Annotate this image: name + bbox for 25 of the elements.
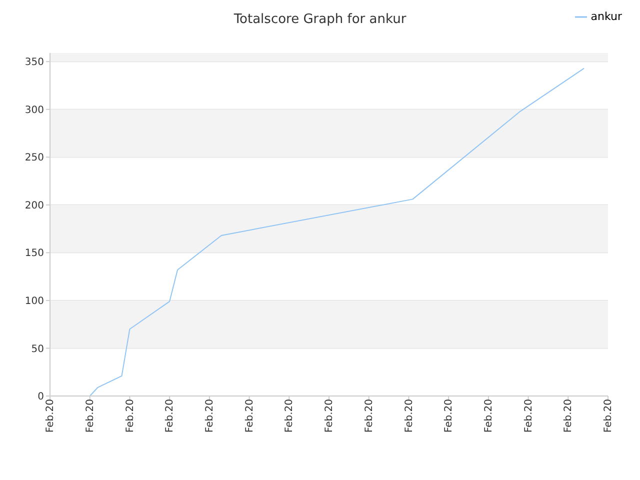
x-tick-label: Feb.20 bbox=[523, 399, 534, 433]
y-tick-label: 0 bbox=[38, 392, 44, 403]
y-tick-label: 300 bbox=[24, 104, 44, 116]
x-tick-label: Feb.20 bbox=[84, 399, 96, 433]
y-tick-label: 250 bbox=[24, 152, 44, 164]
y-tick-label: 200 bbox=[24, 200, 44, 212]
x-tick-label: Feb.20 bbox=[404, 399, 415, 433]
x-tick-label: Feb.20 bbox=[563, 399, 574, 433]
chart-title: Totalscore Graph for ankur bbox=[234, 12, 406, 27]
y-tick-label: 150 bbox=[24, 248, 44, 260]
x-tick-label: Feb.20 bbox=[284, 399, 296, 433]
x-tick-label: Feb.20 bbox=[603, 399, 614, 433]
x-tick-label: Feb.20 bbox=[484, 399, 495, 433]
y-tick-label: 50 bbox=[31, 344, 44, 355]
y-tick-label: 100 bbox=[24, 296, 44, 308]
x-tick-label: Feb.20 bbox=[45, 399, 56, 433]
y-tick-label: 350 bbox=[24, 57, 44, 68]
x-tick-label: Feb.20 bbox=[364, 399, 375, 433]
x-tick-label: Feb.20 bbox=[444, 399, 455, 433]
x-tick-label: Feb.20 bbox=[244, 399, 256, 433]
legend-label: ankur bbox=[590, 10, 622, 23]
x-tick-label: Feb.20 bbox=[204, 399, 216, 433]
x-tick-label: Feb.20 bbox=[164, 399, 176, 433]
x-tick-label: Feb.20 bbox=[324, 399, 336, 433]
x-tick-label: Feb.20 bbox=[124, 399, 136, 433]
